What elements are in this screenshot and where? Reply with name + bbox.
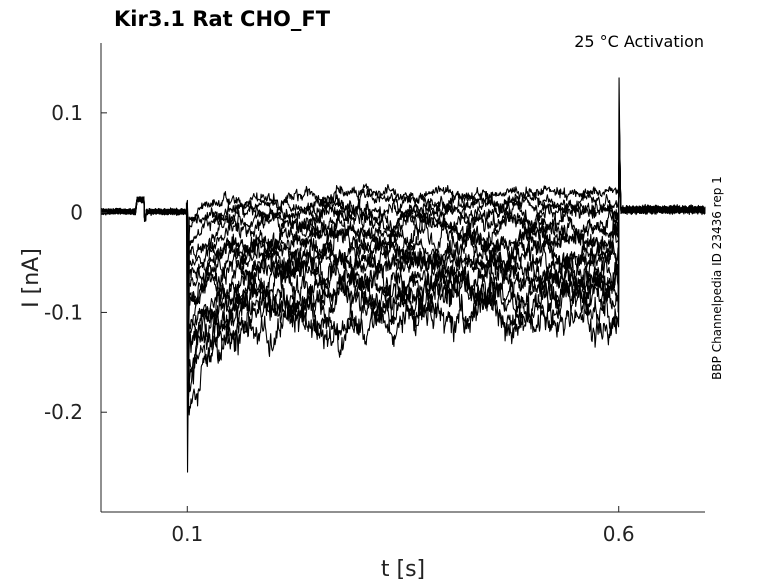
x-tick-label: 0.1 <box>171 522 203 546</box>
current-trace-1 <box>100 150 706 309</box>
y-tick-label: 0.1 <box>51 101 83 125</box>
y-axis-label: I [nA] <box>19 248 44 308</box>
current-trace-6 <box>100 137 706 338</box>
y-ticks: 0.1 0 -0.1 -0.2 <box>44 101 107 424</box>
x-tick-label: 0.6 <box>603 522 635 546</box>
temperature-annotation: 25 °C Activation <box>574 32 704 51</box>
current-trace-14 <box>100 117 706 386</box>
offset-spike <box>617 77 621 313</box>
y-tick-label: -0.2 <box>44 400 83 424</box>
onset-spike <box>185 202 190 473</box>
chart-title: Kir3.1 Rat CHO_FT <box>114 7 331 31</box>
current-trace-16 <box>100 112 706 397</box>
x-ticks: 0.1 0.6 <box>171 506 635 546</box>
current-trace-8 <box>100 132 706 350</box>
y-tick-label: 0 <box>70 201 83 225</box>
y-tick-label: -0.1 <box>44 300 83 324</box>
current-trace-17 <box>100 109 706 416</box>
channelpedia-id-label: BBP Channelpedia ID 23436 rep 1 <box>710 176 724 380</box>
x-axis-label: t [s] <box>381 557 425 582</box>
current-trace-2 <box>100 148 706 315</box>
current-traces <box>100 77 706 473</box>
